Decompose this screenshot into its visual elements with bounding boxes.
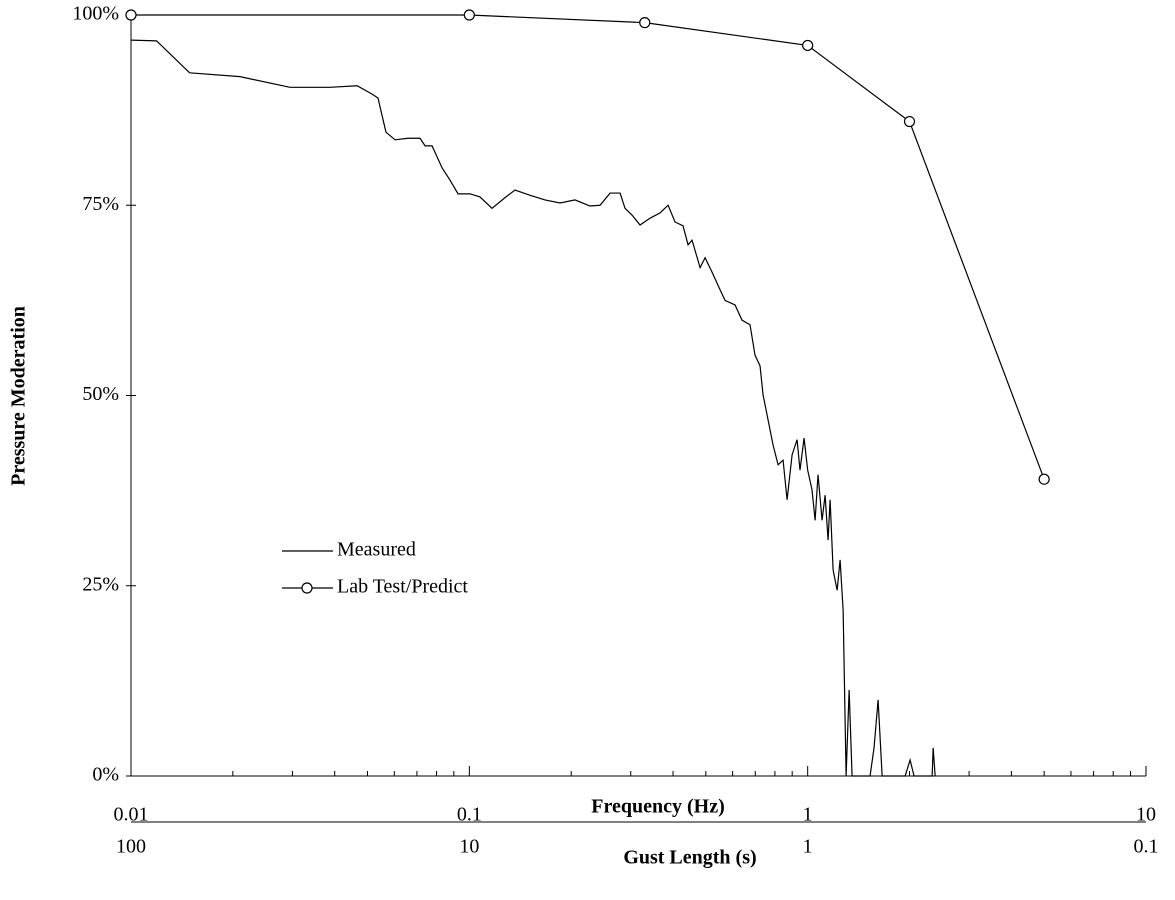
- legend-label: Lab Test/Predict: [337, 576, 468, 598]
- y-axis-title: Pressure Moderation: [8, 306, 30, 486]
- data-point: [463, 9, 475, 21]
- y-tick-label: 75%: [82, 193, 119, 215]
- x-tick-label: 0.1: [457, 804, 482, 826]
- data-point: [1038, 473, 1050, 485]
- x-tick-label: 1: [803, 804, 813, 826]
- x-tick-label: 0.01: [114, 804, 149, 826]
- y-tick-label: 100%: [72, 3, 119, 25]
- data-point: [903, 115, 916, 128]
- legend-marker: [301, 582, 313, 594]
- y-tick-label: 50%: [82, 383, 119, 405]
- x-axis-title: Frequency (Hz): [591, 796, 725, 818]
- x-tick-label: 10: [1136, 804, 1156, 826]
- y-tick-label: 25%: [82, 573, 119, 595]
- y-tick-label: 0%: [92, 764, 119, 786]
- x2-axis-title: Gust Length (s): [623, 847, 756, 869]
- series-line: [131, 14, 1045, 480]
- series-line: [130, 39, 936, 777]
- x2-tick-label: 0.1: [1134, 836, 1159, 858]
- data-point: [639, 17, 651, 29]
- legend-label: Measured: [337, 539, 416, 561]
- x2-tick-label: 1: [803, 836, 813, 858]
- x2-tick-label: 100: [116, 836, 146, 858]
- x2-tick-label: 10: [459, 836, 479, 858]
- data-point: [125, 9, 137, 21]
- data-point: [802, 39, 814, 52]
